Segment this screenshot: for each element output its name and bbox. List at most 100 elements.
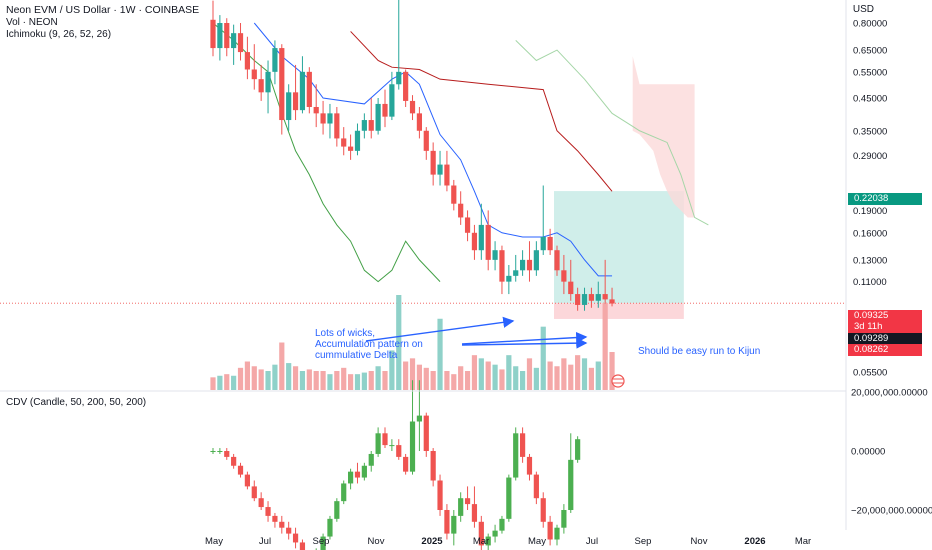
tenkan-line xyxy=(253,22,613,277)
price-candle-body xyxy=(575,294,581,305)
price-candle-body xyxy=(506,275,512,282)
cdv-candle-body xyxy=(430,451,436,481)
volume-bar xyxy=(478,358,484,390)
price-candle-body xyxy=(224,23,230,49)
position-zones xyxy=(0,191,846,319)
volume-bar xyxy=(444,371,450,390)
time-axis-tick: May xyxy=(528,536,546,547)
volume-bar xyxy=(231,375,237,390)
volume-bar xyxy=(299,371,306,390)
price-axis-tick: 0.13000 xyxy=(853,255,887,266)
volume-bars xyxy=(210,295,615,390)
volume-bar xyxy=(464,371,471,390)
volume-bar xyxy=(554,366,560,390)
price-tag-stop: 0.08262 xyxy=(848,344,922,356)
cdv-candle-body xyxy=(437,480,443,510)
price-candle-body xyxy=(609,299,615,304)
price-candle-body xyxy=(361,120,367,131)
cdv-candle-body xyxy=(389,445,395,447)
volume-bar xyxy=(499,369,505,390)
us-flag-icon xyxy=(611,374,625,388)
volume-bar xyxy=(341,367,347,390)
volume-bar xyxy=(292,366,299,390)
time-axis-tick: 2026 xyxy=(744,536,765,547)
price-candle-body xyxy=(368,120,374,131)
price-candle-body xyxy=(499,250,505,282)
price-tag-last: 0.09325 xyxy=(848,310,922,322)
price-candle-body xyxy=(478,224,484,251)
cdv-candle-body xyxy=(575,439,581,460)
cdv-candle-body xyxy=(492,530,498,537)
volume-bar xyxy=(327,374,333,390)
price-candle-body xyxy=(581,294,588,305)
cdv-candle-body xyxy=(520,433,526,457)
price-candle-body xyxy=(416,113,422,131)
volume-bar xyxy=(272,364,278,390)
cdv-candle-body xyxy=(341,483,347,502)
cdv-axis-tick: 0.00000 xyxy=(851,447,885,458)
leading-span-a-line xyxy=(515,40,709,226)
price-candle-body xyxy=(382,103,388,117)
volume-bar xyxy=(458,366,464,390)
price-candle-body xyxy=(210,19,216,49)
price-axis-tick: 0.05500 xyxy=(853,368,887,379)
volume-bar xyxy=(526,358,533,390)
cdv-candle-body xyxy=(416,415,422,422)
price-axis-tick: 0.55000 xyxy=(853,67,887,78)
cdv-candle-body xyxy=(348,471,354,484)
price-axis-tick: 0.35000 xyxy=(853,126,887,137)
cdv-candle-body xyxy=(403,456,409,472)
cdv-candle-body xyxy=(375,433,381,454)
cdv-candle-body xyxy=(554,527,560,540)
volume-bar xyxy=(602,302,608,390)
cdv-candle-body xyxy=(451,515,457,534)
cdv-candle-body xyxy=(292,533,299,543)
price-candle-body xyxy=(492,250,498,260)
volume-bar xyxy=(485,361,491,390)
time-axis-tick: Jul xyxy=(259,536,271,547)
cdv-candle-body xyxy=(464,498,471,505)
cdv-candle-body xyxy=(396,445,402,457)
cdv-candle-body xyxy=(526,456,533,475)
cdv-candle-body xyxy=(561,510,567,528)
volume-bar xyxy=(533,367,539,390)
price-candle-body xyxy=(272,48,278,72)
price-candle-body xyxy=(451,185,457,204)
cdv-candle-body xyxy=(251,486,257,499)
price-candle-body xyxy=(595,294,601,301)
price-candle-body xyxy=(217,23,223,49)
time-axis-tick: Nov xyxy=(691,536,708,547)
cdv-axis-tick: 20,000,000.00000 xyxy=(851,388,928,399)
price-candle-body xyxy=(588,294,594,301)
annotation-arrows xyxy=(365,316,588,349)
volume-bar xyxy=(423,367,429,390)
price-candle-body xyxy=(231,33,237,49)
cdv-candle-body xyxy=(368,453,374,466)
ichimoku-cloud xyxy=(632,56,695,218)
volume-bar xyxy=(492,364,498,390)
price-tag-target: 0.22038 xyxy=(848,193,922,205)
volume-bar xyxy=(348,374,354,390)
cdv-candle-body xyxy=(540,498,546,522)
volume-bar xyxy=(588,367,594,390)
price-candle-body xyxy=(237,33,244,53)
volume-bar xyxy=(609,352,615,390)
price-tag-countdown: 3d 11h xyxy=(848,321,922,333)
price-axis-tick: 0.29000 xyxy=(853,151,887,162)
volume-bar xyxy=(224,374,230,390)
cdv-candle-body xyxy=(237,465,244,475)
cdv-candle-body xyxy=(547,521,553,540)
price-axis-tick: 0.65000 xyxy=(853,46,887,57)
price-axis-tick: 0.19000 xyxy=(853,206,887,217)
price-candle-body xyxy=(458,203,464,218)
volume-bar xyxy=(520,371,526,390)
volume-bar xyxy=(313,371,319,390)
cdv-candles xyxy=(210,380,581,550)
volume-bar xyxy=(265,371,271,390)
price-candle-body xyxy=(464,217,471,233)
cdv-candle-body xyxy=(478,521,484,546)
volume-bar xyxy=(286,363,292,390)
annotation-arrow xyxy=(461,337,588,349)
target-zone xyxy=(554,191,684,304)
